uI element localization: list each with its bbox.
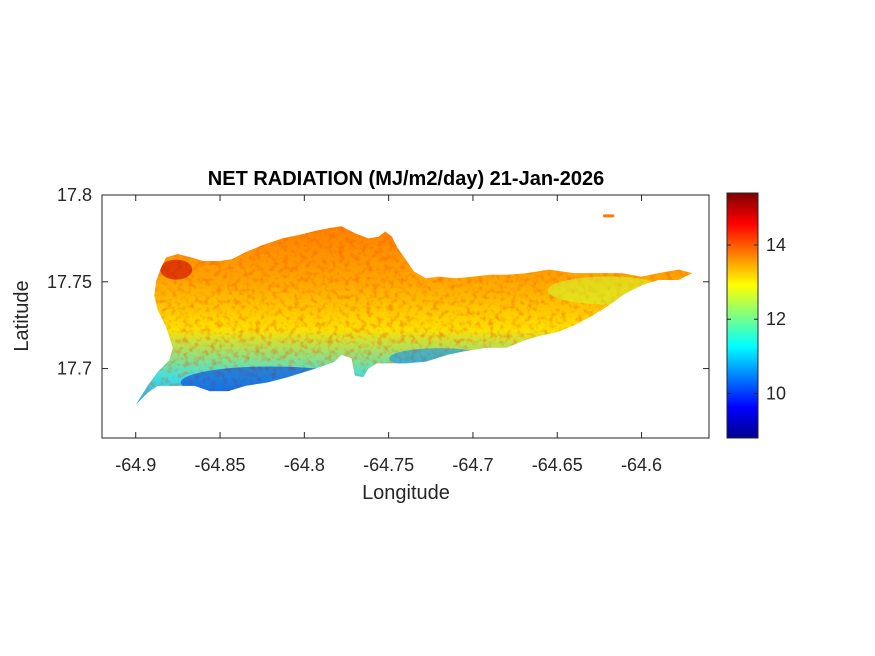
west-cape-high (160, 259, 193, 280)
y-tick-label: 17.8 (57, 185, 92, 205)
x-tick-label: -64.7 (452, 455, 493, 475)
y-axis: 17.7 17.75 17.8 (47, 185, 709, 379)
x-tick-label: -64.65 (532, 455, 583, 475)
x-axis: -64.9 -64.85 -64.8 -64.75 -64.7 -64.65 -64.6 (115, 195, 662, 475)
y-axis-label: Latitude (11, 280, 33, 351)
x-tick-label: -64.85 (195, 455, 246, 475)
colorbar: 10 12 14 (726, 192, 786, 439)
x-tick-label: -64.9 (115, 455, 156, 475)
colorbar-tick-label: 12 (766, 309, 786, 329)
x-tick-label: -64.75 (363, 455, 414, 475)
y-tick-label: 17.7 (57, 359, 92, 379)
chart-title: NET RADIATION (MJ/m2/day) 21-Jan-2026 (208, 168, 604, 190)
y-tick-label: 17.75 (47, 272, 92, 292)
colorbar-tick-label: 14 (766, 235, 786, 255)
colorbar-ticks: 10 12 14 (727, 235, 786, 403)
x-axis-label: Longitude (362, 482, 450, 504)
colorbar-tick-label: 10 (766, 383, 786, 403)
colorbar-gradient (726, 192, 759, 439)
x-tick-label: -64.6 (621, 455, 662, 475)
x-tick-label: -64.8 (284, 455, 325, 475)
